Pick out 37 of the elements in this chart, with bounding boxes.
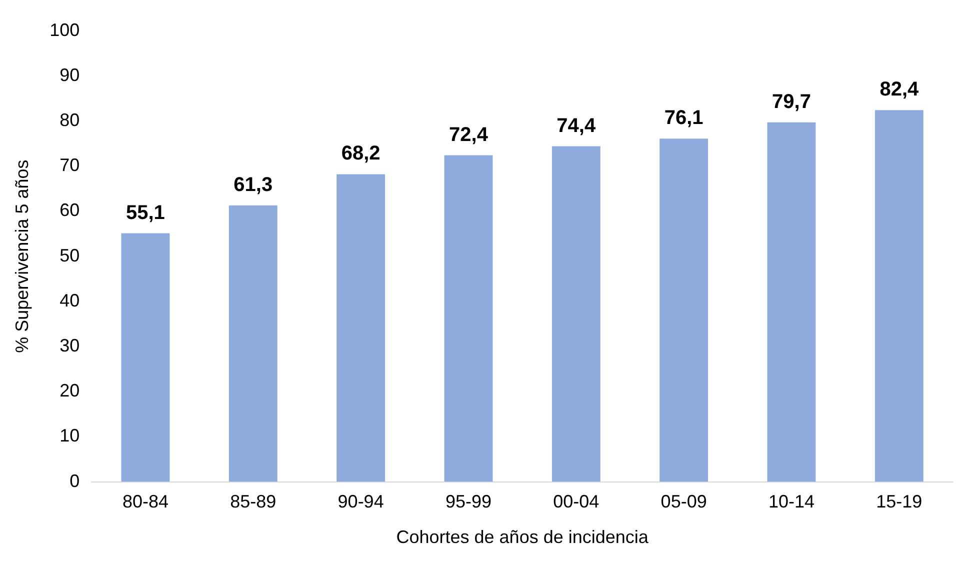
data-label: 82,4 xyxy=(880,78,920,101)
x-tick-label: 90-94 xyxy=(338,492,384,512)
y-tick-label: 90 xyxy=(60,64,80,85)
data-label: 68,2 xyxy=(341,142,380,165)
x-tick-label: 95-99 xyxy=(445,492,492,512)
data-label: 55,1 xyxy=(126,202,165,224)
y-tick-label: 0 xyxy=(70,470,80,491)
y-tick-label: 10 xyxy=(60,426,80,446)
x-tick-label: 15-19 xyxy=(876,492,922,512)
x-axis-title: Cohortes de años de incidencia xyxy=(396,527,650,548)
bar xyxy=(874,110,924,482)
bar xyxy=(228,205,278,482)
data-label: 72,4 xyxy=(449,124,489,146)
data-label: 76,1 xyxy=(664,107,704,130)
bar xyxy=(552,146,600,482)
bar xyxy=(336,174,386,482)
bar xyxy=(660,138,708,482)
x-tick-label: 05-09 xyxy=(660,492,707,512)
y-tick-label: 20 xyxy=(60,380,80,401)
x-tick-label: 80-84 xyxy=(122,492,168,512)
data-label: 79,7 xyxy=(772,90,811,113)
y-tick-label: 70 xyxy=(60,155,80,176)
y-tick-label: 50 xyxy=(60,245,80,266)
y-tick-label: 80 xyxy=(60,110,80,130)
y-tick-label: 30 xyxy=(60,335,80,356)
bar xyxy=(444,155,493,482)
data-label: 61,3 xyxy=(234,174,273,196)
y-tick-label: 100 xyxy=(50,20,80,40)
y-tick-label: 40 xyxy=(60,290,80,310)
bar xyxy=(121,233,170,482)
data-label: 74,4 xyxy=(556,114,596,137)
y-tick-label: 60 xyxy=(60,200,80,220)
x-tick-label: 10-14 xyxy=(768,492,815,512)
bar xyxy=(767,122,816,482)
y-axis-title: % Supervivencia 5 años xyxy=(12,160,32,353)
x-tick-label: 00-04 xyxy=(553,492,600,512)
x-tick-label: 85-89 xyxy=(230,492,276,512)
